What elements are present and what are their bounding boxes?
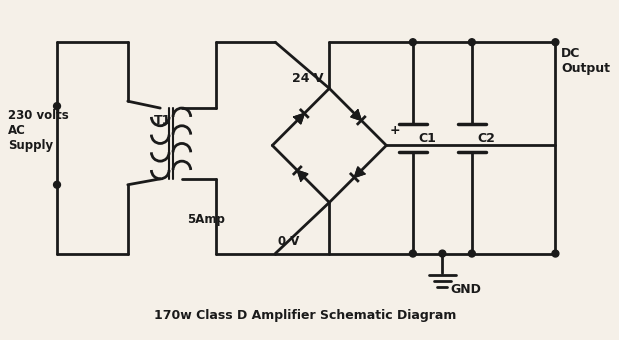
Text: 230 volts
AC
Supply: 230 volts AC Supply xyxy=(8,109,69,152)
Circle shape xyxy=(54,181,61,188)
Text: 0 V: 0 V xyxy=(278,235,300,248)
Text: C2: C2 xyxy=(478,132,496,144)
Circle shape xyxy=(409,250,417,257)
Text: GND: GND xyxy=(450,283,481,296)
Text: DC
Output: DC Output xyxy=(561,47,610,75)
Circle shape xyxy=(469,39,475,46)
Text: 24 V: 24 V xyxy=(292,72,324,85)
Circle shape xyxy=(552,39,559,46)
Circle shape xyxy=(469,250,475,257)
Circle shape xyxy=(439,250,446,257)
Circle shape xyxy=(409,39,417,46)
Text: 5Amp: 5Amp xyxy=(188,212,225,226)
Polygon shape xyxy=(351,110,361,120)
Polygon shape xyxy=(294,114,305,124)
Polygon shape xyxy=(354,167,365,177)
Text: +: + xyxy=(390,124,400,137)
Circle shape xyxy=(54,103,61,109)
Text: T1: T1 xyxy=(154,114,171,128)
Text: C1: C1 xyxy=(419,132,436,144)
Polygon shape xyxy=(297,170,308,181)
Text: 170w Class D Amplifier Schematic Diagram: 170w Class D Amplifier Schematic Diagram xyxy=(154,309,456,322)
Circle shape xyxy=(552,250,559,257)
